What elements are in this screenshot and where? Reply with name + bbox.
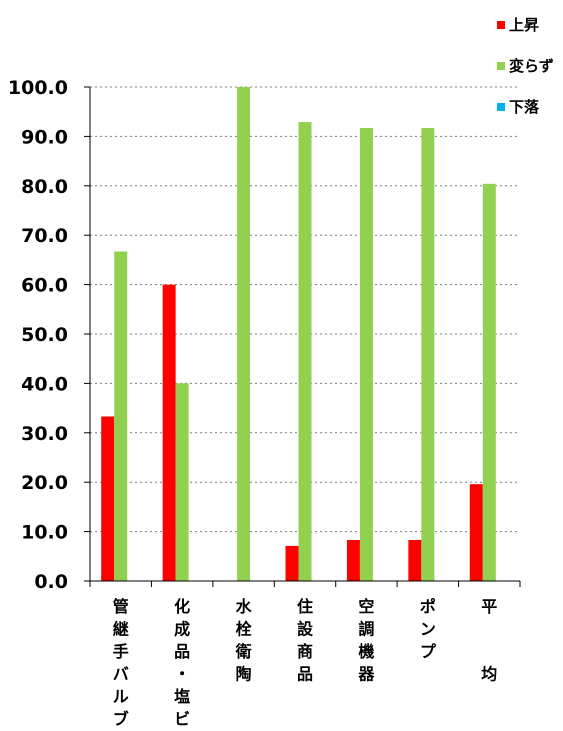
bar-unchanged <box>237 87 251 581</box>
bars <box>101 87 496 581</box>
y-tick-label: 30.0 <box>21 423 68 445</box>
bar-unchanged <box>114 251 128 581</box>
y-tick-label: 10.0 <box>21 522 68 544</box>
legend-swatch-rise <box>497 20 505 29</box>
bar-rise <box>469 484 483 581</box>
x-tick-label: 水栓衛陶 <box>235 597 253 684</box>
bar-rise <box>162 284 176 581</box>
x-tick-label: 平 均 <box>481 597 497 684</box>
y-tick-label: 70.0 <box>21 225 68 247</box>
legend-label-unchanged: 変らず <box>509 57 554 75</box>
y-tick-label: 60.0 <box>21 275 68 297</box>
x-axis-labels: 管継手バルブ 化成品・塩ビ 水栓衛陶 住設商品 空調機器 ポンプ 平 均 <box>113 597 498 729</box>
legend-label-rise: 上昇 <box>509 16 540 34</box>
x-tick-label: 住設商品 <box>297 597 314 684</box>
y-tick-label: 20.0 <box>21 472 68 494</box>
y-axis-ticks: 0.0 10.0 20.0 30.0 40.0 50.0 60.0 70.0 80.0 90.0 1… <box>8 77 68 593</box>
bar-rise <box>101 416 115 581</box>
legend: 上昇 変らず 下落 <box>497 4 554 127</box>
y-tick-label: 40.0 <box>21 373 68 395</box>
legend-swatch-fall <box>497 102 505 111</box>
legend-item-rise: 上昇 <box>497 4 554 45</box>
y-tick-label: 90.0 <box>21 126 68 148</box>
bar-unchanged <box>482 183 496 581</box>
legend-label-fall: 下落 <box>509 98 540 116</box>
bar-unchanged <box>421 128 435 581</box>
y-tick-label: 80.0 <box>21 176 68 198</box>
legend-item-fall: 下落 <box>497 86 554 127</box>
axes <box>84 86 521 587</box>
x-tick-label: 空調機器 <box>357 597 375 684</box>
bar-rise <box>408 539 422 581</box>
legend-item-unchanged: 変らず <box>497 45 554 86</box>
bar-rise <box>346 539 360 581</box>
x-tick-label: 管継手バルブ <box>113 597 129 729</box>
bar-unchanged <box>298 122 312 581</box>
bar-unchanged <box>359 128 373 581</box>
x-tick-label: 化成品・塩ビ <box>174 597 190 729</box>
bar-unchanged <box>175 383 189 581</box>
x-tick-label: ポンプ <box>420 597 437 661</box>
legend-swatch-unchanged <box>497 61 505 70</box>
y-tick-label: 100.0 <box>8 77 68 99</box>
y-tick-label: 0.0 <box>34 571 68 593</box>
y-tick-label: 50.0 <box>21 324 68 346</box>
bar-rise <box>285 545 299 581</box>
